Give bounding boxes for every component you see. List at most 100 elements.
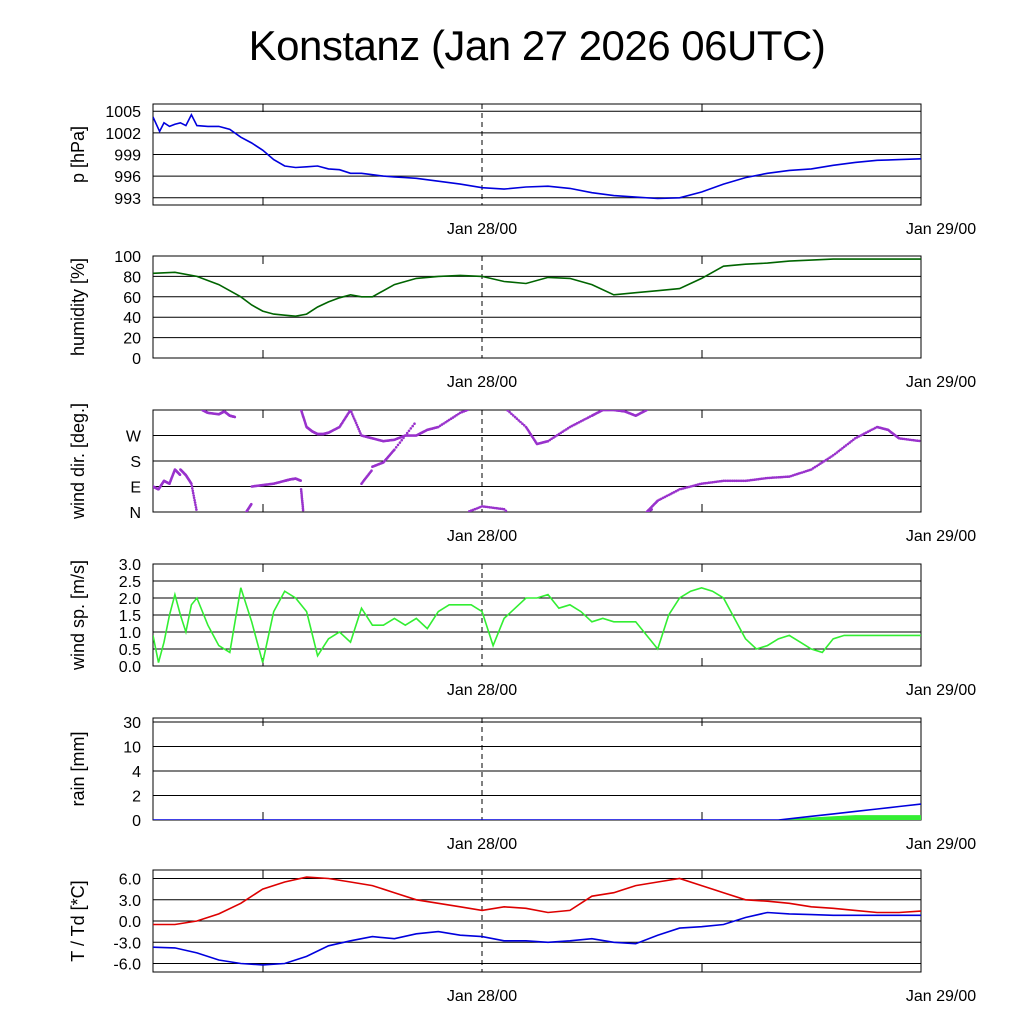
- x-day-label: Jan 28/00: [447, 528, 517, 545]
- dir-point: [370, 469, 373, 473]
- dir-point: [499, 507, 502, 511]
- plot-frame: [152, 409, 922, 513]
- series-Td: [153, 911, 921, 966]
- dir-point: [522, 424, 526, 427]
- y-tick-label: 100: [114, 249, 141, 266]
- series-T: [153, 876, 921, 926]
- dir-point: [393, 448, 396, 452]
- dir-point: [354, 421, 358, 425]
- dir-point: [178, 473, 182, 477]
- dir-point: [517, 419, 520, 422]
- dir-point: [191, 487, 194, 490]
- series-ff: [153, 586, 921, 663]
- dir-point: [837, 449, 840, 453]
- dir-point: [301, 508, 305, 512]
- y-tick-label: 993: [114, 191, 141, 208]
- dir-point: [852, 438, 855, 442]
- y-tick-label: 10: [123, 740, 141, 757]
- dir-point: [521, 422, 524, 426]
- dir-point: [413, 422, 416, 426]
- dir-point: [515, 417, 519, 421]
- plot-frame: [152, 103, 922, 206]
- dir-point: [716, 480, 720, 483]
- dir-point: [563, 429, 566, 432]
- dir-point: [819, 462, 822, 465]
- y-tick-label: 2.0: [119, 591, 141, 608]
- dir-point: [350, 410, 353, 414]
- y-tick-label: 6.0: [119, 872, 141, 889]
- x-day-label: Jan 28/00: [447, 836, 517, 853]
- dir-point: [703, 481, 707, 485]
- y-tick-label: -6.0: [113, 957, 141, 974]
- dir-point: [194, 506, 198, 509]
- dir-point: [725, 479, 729, 483]
- dir-point: [850, 439, 853, 443]
- dir-point: [301, 506, 305, 510]
- plot-frame: [152, 563, 922, 667]
- dir-point: [301, 503, 304, 506]
- dir-point: [192, 496, 196, 500]
- dir-point: [722, 479, 725, 483]
- y-axis-label: rain [mm]: [68, 731, 88, 806]
- series-period: [153, 815, 921, 820]
- y-tick-label: 0: [132, 351, 141, 368]
- series-accumulated: [153, 803, 921, 820]
- dir-point: [502, 507, 506, 511]
- y-tick-label: 3.0: [119, 893, 141, 910]
- dir-point: [813, 465, 817, 469]
- pressure-panel: 993 996 999 1002 1005 Jan 28/00 Jan 29/00 p [hP…: [68, 103, 976, 238]
- dir-point: [357, 427, 361, 431]
- dir-point: [506, 410, 509, 412]
- y-tick-label: 20: [123, 331, 141, 348]
- y-tick-label: 40: [123, 310, 141, 327]
- dir-point: [835, 451, 839, 454]
- dir-point: [724, 479, 727, 483]
- dir-point: [300, 491, 303, 495]
- y-tick-label: 60: [123, 290, 141, 307]
- dir-point: [400, 438, 404, 442]
- x-day-label: Jan 28/00: [447, 221, 517, 238]
- dir-point: [300, 497, 304, 501]
- y-tick-label: -3.0: [113, 935, 141, 952]
- dir-point: [356, 425, 360, 429]
- y-tick-label: 999: [114, 148, 141, 165]
- dir-point: [742, 479, 745, 483]
- dir-point: [351, 415, 355, 418]
- dir-point: [510, 412, 513, 416]
- dir-point: [193, 498, 196, 502]
- dir-point: [192, 494, 195, 497]
- dir-point: [841, 447, 844, 450]
- y-tick-label: W: [126, 429, 142, 446]
- temperature-data: [153, 876, 921, 966]
- x-day-label: Jan 29/00: [906, 528, 976, 545]
- y-axis-label: wind sp. [m/s]: [68, 560, 88, 671]
- dir-point: [442, 422, 446, 425]
- dir-point: [729, 479, 733, 483]
- dir-point: [191, 489, 195, 493]
- dir-point: [409, 427, 413, 430]
- dir-point: [755, 478, 758, 481]
- dir-point: [250, 502, 253, 506]
- y-tick-label: 1.5: [119, 608, 141, 625]
- dir-point: [513, 415, 517, 419]
- dir-point: [846, 442, 850, 446]
- wind-speed-data: [153, 586, 921, 663]
- dir-point: [917, 439, 921, 443]
- pressure-data: [153, 113, 921, 200]
- plot-frame: [152, 869, 922, 973]
- y-axis-label: T / Td [*C]: [68, 880, 88, 961]
- y-tick-label: 1005: [105, 104, 141, 121]
- dir-point: [398, 441, 402, 444]
- x-day-label: Jan 28/00: [447, 988, 517, 1005]
- dir-point: [727, 479, 731, 483]
- dir-point: [191, 491, 195, 495]
- wind-direction-data: [153, 410, 921, 512]
- dir-point: [447, 418, 451, 422]
- dir-point: [193, 501, 197, 504]
- y-tick-label: S: [130, 454, 141, 471]
- dir-point: [493, 506, 497, 510]
- dir-point: [407, 429, 411, 433]
- y-tick-label: 996: [114, 169, 141, 186]
- series-p: [153, 113, 921, 200]
- dir-point: [405, 431, 409, 435]
